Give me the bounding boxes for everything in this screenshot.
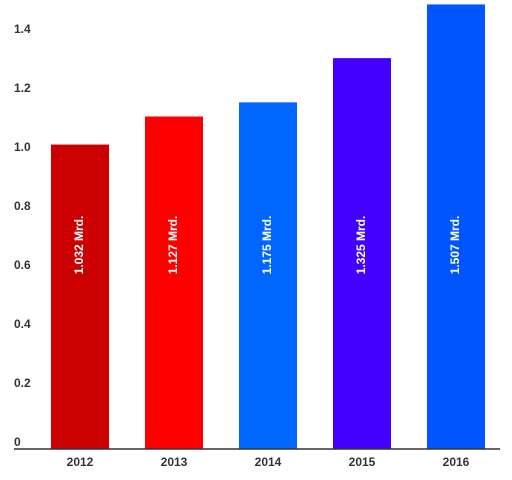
bars bbox=[51, 4, 485, 450]
data-labels: 1.032 Mrd. 1.127 Mrd. 1.175 Mrd. 1.325 Mrd.… bbox=[72, 216, 462, 275]
y-tick-label: 1.0 bbox=[14, 140, 31, 154]
y-tick-label: 1.4 bbox=[14, 22, 31, 36]
x-tick-label-2013: 2013 bbox=[161, 455, 188, 469]
bar-2012 bbox=[51, 144, 109, 449]
x-tick-label-2014: 2014 bbox=[255, 455, 282, 469]
bar-2015 bbox=[333, 58, 391, 449]
x-tick-label-2016: 2016 bbox=[443, 455, 470, 469]
x-tick-label-2012: 2012 bbox=[67, 455, 94, 469]
y-tick-label: 0.8 bbox=[14, 199, 31, 213]
x-axis: 2012 2013 2014 2015 2016 bbox=[67, 455, 470, 469]
data-label-2014: 1.175 Mrd. bbox=[260, 216, 274, 275]
data-label-2013: 1.127 Mrd. bbox=[166, 216, 180, 275]
y-tick-label: 0.6 bbox=[14, 258, 31, 272]
bar-2014 bbox=[239, 102, 297, 449]
y-tick-label: 0.2 bbox=[14, 376, 31, 390]
data-label-2016: 1.507 Mrd. bbox=[448, 216, 462, 275]
y-tick-label: 0.4 bbox=[14, 317, 31, 331]
x-tick-label-2015: 2015 bbox=[349, 455, 376, 469]
data-label-2015: 1.325 Mrd. bbox=[354, 216, 368, 275]
bar-2016 bbox=[427, 4, 485, 450]
y-tick-label: 1.2 bbox=[14, 81, 31, 95]
y-tick-label: 0 bbox=[14, 435, 21, 449]
data-label-2012: 1.032 Mrd. bbox=[72, 216, 86, 275]
y-axis: 0 0.2 0.4 0.6 0.8 1.0 1.2 1.4 bbox=[14, 22, 31, 449]
bar-2013 bbox=[145, 116, 203, 449]
